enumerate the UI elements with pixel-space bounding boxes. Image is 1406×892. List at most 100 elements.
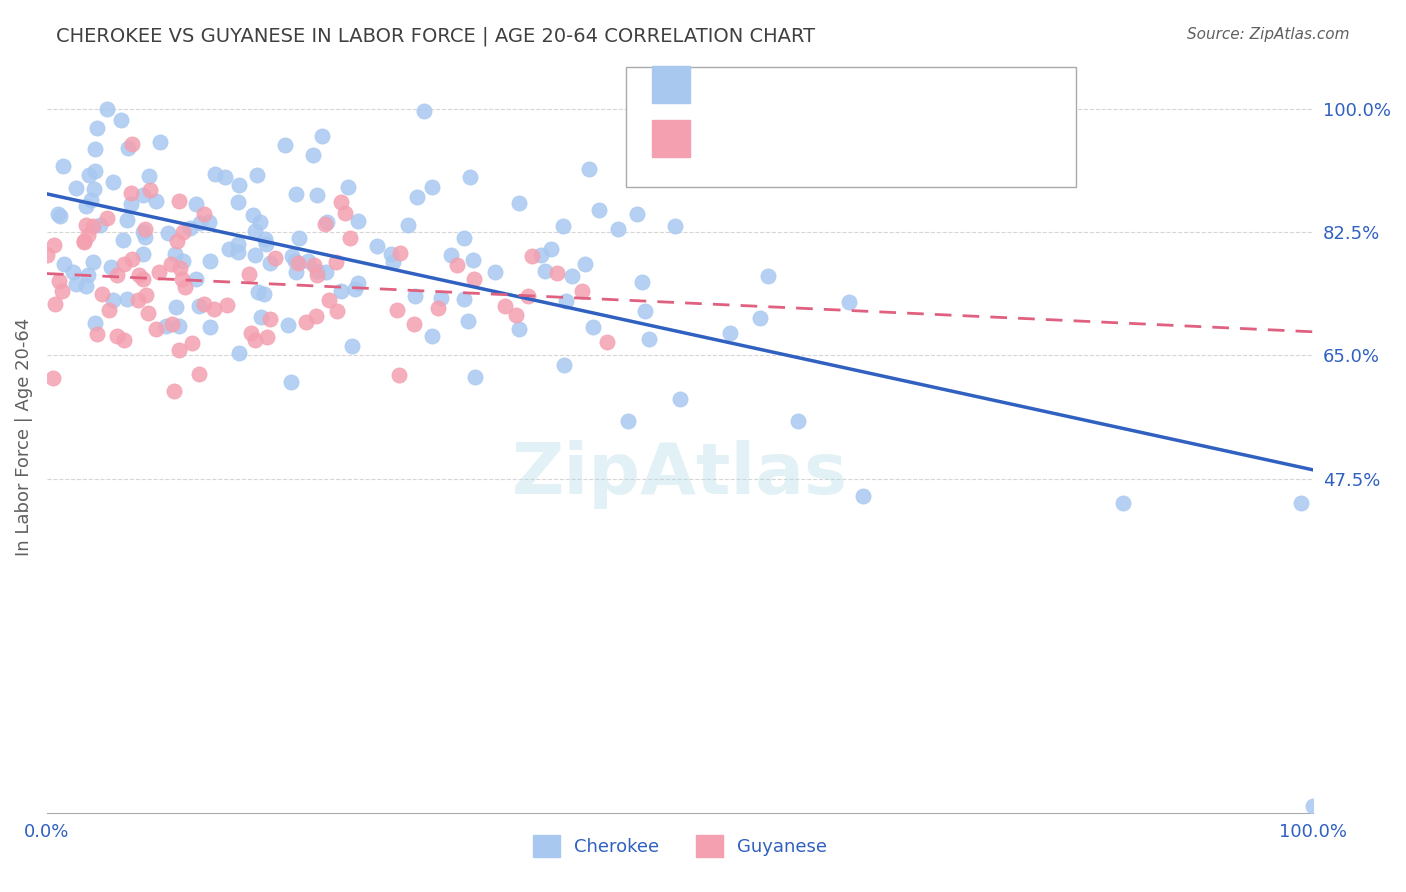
Point [301,148,323,162]
Point [457,314,479,328]
Point [458,169,481,184]
Point [396,218,419,232]
Point [105,329,128,343]
Point [669,392,692,406]
Point [198,319,221,334]
Point [135,287,157,301]
Point [127,293,149,308]
Point [325,255,347,269]
Point [505,308,527,322]
Point [406,190,429,204]
Point [574,256,596,270]
Point [169,261,191,276]
Point [65,277,87,292]
Point [121,252,143,267]
Point [89,218,111,232]
Point [138,169,160,183]
Point [277,318,299,332]
Point [228,195,250,210]
Point [83,316,105,330]
Point [112,257,135,271]
Point [157,226,180,240]
Point [80,193,103,207]
Point [86,121,108,136]
Point [48,274,70,288]
Point [285,186,308,201]
Point [111,233,134,247]
Point [42,371,65,385]
Point [464,370,486,384]
Text: R = -0.257   N =  79: R = -0.257 N = 79 [702,129,884,147]
Point [204,168,226,182]
Point [326,304,349,318]
Point [516,288,538,302]
Point [243,248,266,262]
Point [305,309,328,323]
Point [254,236,277,251]
Point [163,384,186,398]
Point [647,169,669,184]
Point [388,246,411,260]
Point [420,329,443,343]
Point [42,237,65,252]
Point [718,326,741,340]
Point [174,280,197,294]
Point [167,343,190,358]
Point [578,162,600,177]
Point [170,272,193,286]
Point [214,169,236,184]
Point [297,254,319,268]
Point [555,294,578,309]
Point [263,251,285,265]
Point [1289,496,1312,510]
Point [274,137,297,152]
Point [90,287,112,301]
Point [380,247,402,261]
Point [228,237,250,252]
Point [172,225,194,239]
Point [218,242,240,256]
Point [181,335,204,350]
Point [284,265,307,279]
Point [333,206,356,220]
Point [186,197,208,211]
Point [315,265,337,279]
Point [508,322,530,336]
Point [626,207,648,221]
Point [749,311,772,326]
Point [284,253,307,268]
Point [96,102,118,116]
Point [159,257,181,271]
Point [103,293,125,307]
Point [155,318,177,333]
Point [307,264,329,278]
Point [520,249,543,263]
Point [287,256,309,270]
Point [120,186,142,200]
Point [120,196,142,211]
Point [305,188,328,202]
Point [76,228,98,243]
Point [132,272,155,286]
Point [238,267,260,281]
Point [75,199,97,213]
Point [484,265,506,279]
Point [508,196,530,211]
Point [134,229,156,244]
Point [561,268,583,283]
Point [84,164,107,178]
Point [76,268,98,282]
Point [288,231,311,245]
Point [259,256,281,270]
Point [51,284,73,298]
Point [53,256,76,270]
Point [553,358,575,372]
Point [187,299,209,313]
Point [253,287,276,301]
Point [664,219,686,233]
Text: ZipAtlas: ZipAtlas [512,440,848,508]
Point [86,326,108,341]
Point [253,232,276,246]
Y-axis label: In Labor Force | Age 20-64: In Labor Force | Age 20-64 [15,318,32,556]
Point [82,219,104,234]
